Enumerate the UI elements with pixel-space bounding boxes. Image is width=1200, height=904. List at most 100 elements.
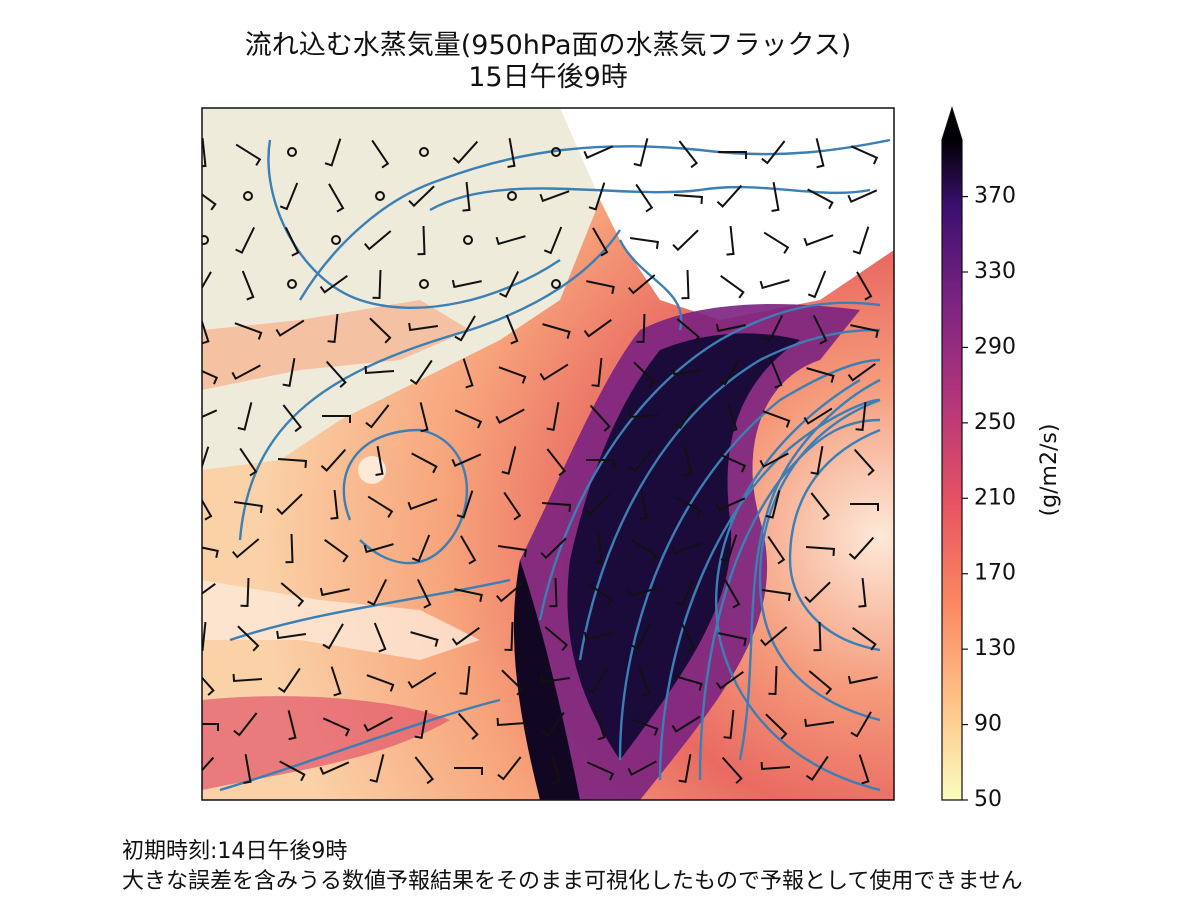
colorbar-tick-label: 90	[974, 712, 1002, 737]
init-time: 初期時刻:14日午後9時	[122, 839, 347, 864]
wind-barb	[637, 666, 651, 697]
wind-barb	[675, 496, 702, 518]
wind-barb	[583, 145, 614, 160]
calm-marker	[463, 235, 473, 245]
colorbar-tick-label: 370	[974, 184, 1016, 209]
wind-barb	[807, 188, 834, 210]
wind-barb	[586, 280, 615, 294]
wind-barb	[285, 533, 294, 564]
wind-barb	[588, 582, 613, 607]
wind-barb	[858, 754, 870, 785]
disclaimer: 大きな誤差を含みうる数値予報結果をそのまま可視化したもので予報として使用できませ…	[122, 869, 1023, 894]
wind-barb	[319, 761, 350, 776]
wind-barb	[414, 756, 435, 785]
wind-barb	[460, 535, 477, 565]
wind-barb	[408, 322, 439, 332]
wind-barb	[497, 756, 522, 781]
wind-barb	[202, 446, 210, 470]
wind-barb	[202, 370, 219, 385]
wind-barb	[411, 534, 431, 563]
wind-barb	[234, 322, 263, 340]
wind-barb	[328, 183, 345, 213]
wind-barb	[202, 723, 219, 731]
wind-barb	[371, 139, 390, 169]
wind-barb	[718, 632, 747, 646]
wind-barb	[810, 492, 831, 521]
wind-barb	[202, 546, 219, 558]
wind-barb	[726, 402, 738, 433]
wind-barb	[763, 231, 790, 254]
wind-barb	[322, 717, 351, 737]
wind-barb	[847, 189, 878, 204]
wind-barb	[324, 138, 342, 167]
wind-barb	[416, 578, 432, 609]
wind-barb	[761, 140, 786, 165]
wind-barb	[629, 237, 659, 250]
calm-marker	[287, 147, 297, 157]
colorbar-extend	[942, 108, 962, 140]
wind-barb	[715, 323, 746, 333]
wind-barb	[454, 767, 483, 775]
wind-barb	[848, 536, 875, 560]
wind-barb	[718, 151, 747, 159]
wind-barb	[451, 626, 480, 646]
wind-barb	[499, 270, 520, 298]
colorbar-frame	[941, 105, 963, 801]
wind-barb	[628, 274, 656, 295]
wind-barb	[202, 271, 212, 290]
wind-barb	[631, 539, 658, 562]
wind-barb	[330, 666, 342, 697]
wind-barb	[673, 403, 697, 429]
wind-barb	[759, 452, 789, 468]
wind-barb	[369, 754, 385, 783]
wind-barb	[803, 407, 833, 425]
wind-barb	[769, 358, 783, 389]
wind-barb	[277, 667, 301, 693]
wind-barb	[715, 497, 746, 512]
wind-barb	[544, 626, 569, 652]
wind-barb	[501, 446, 517, 475]
wind-barb	[454, 409, 483, 429]
wind-barb	[726, 225, 735, 256]
wind-barb	[282, 358, 296, 387]
wind-barb	[676, 318, 701, 344]
wind-barb	[503, 491, 522, 521]
wind-barb	[202, 137, 207, 168]
wind-barb	[815, 138, 825, 169]
wind-barb	[852, 226, 870, 255]
wind-barb	[540, 537, 567, 560]
wind-barb	[671, 715, 701, 733]
wind-barb	[720, 274, 745, 299]
wind-barb	[629, 448, 654, 473]
wind-barb	[276, 630, 307, 640]
colorbar-tick-label: 250	[974, 410, 1016, 435]
wind-barb	[583, 318, 612, 338]
wind-barb	[243, 754, 252, 784]
wind-barb	[541, 502, 572, 513]
wind-barb	[721, 756, 743, 784]
colorbar-tick-label: 290	[974, 334, 1016, 359]
wind-barb	[850, 711, 872, 738]
wind-barb	[498, 366, 527, 384]
wind-barb	[275, 319, 305, 337]
wind-barb	[462, 181, 471, 212]
wind-barb	[276, 493, 303, 516]
wind-barb	[410, 631, 439, 647]
wind-barb	[241, 270, 255, 301]
wind-barb	[763, 314, 784, 342]
wind-barb	[497, 545, 527, 558]
wind-barb	[591, 357, 603, 388]
wind-barb	[678, 140, 699, 169]
wind-barb	[363, 543, 394, 554]
wind-barb	[319, 587, 350, 597]
wind-barb	[546, 448, 567, 477]
wind-barb	[627, 587, 658, 598]
wind-barb	[417, 225, 426, 256]
wind-barb	[584, 492, 611, 516]
calm-marker	[419, 147, 429, 157]
wind-barb	[806, 367, 835, 383]
title: 流れ込む水蒸気量(950hPa面の水蒸気フラックス)	[245, 30, 852, 61]
wind-barb	[551, 754, 561, 785]
colorbar-tick-label: 210	[974, 485, 1016, 510]
wind-barb	[765, 713, 788, 740]
